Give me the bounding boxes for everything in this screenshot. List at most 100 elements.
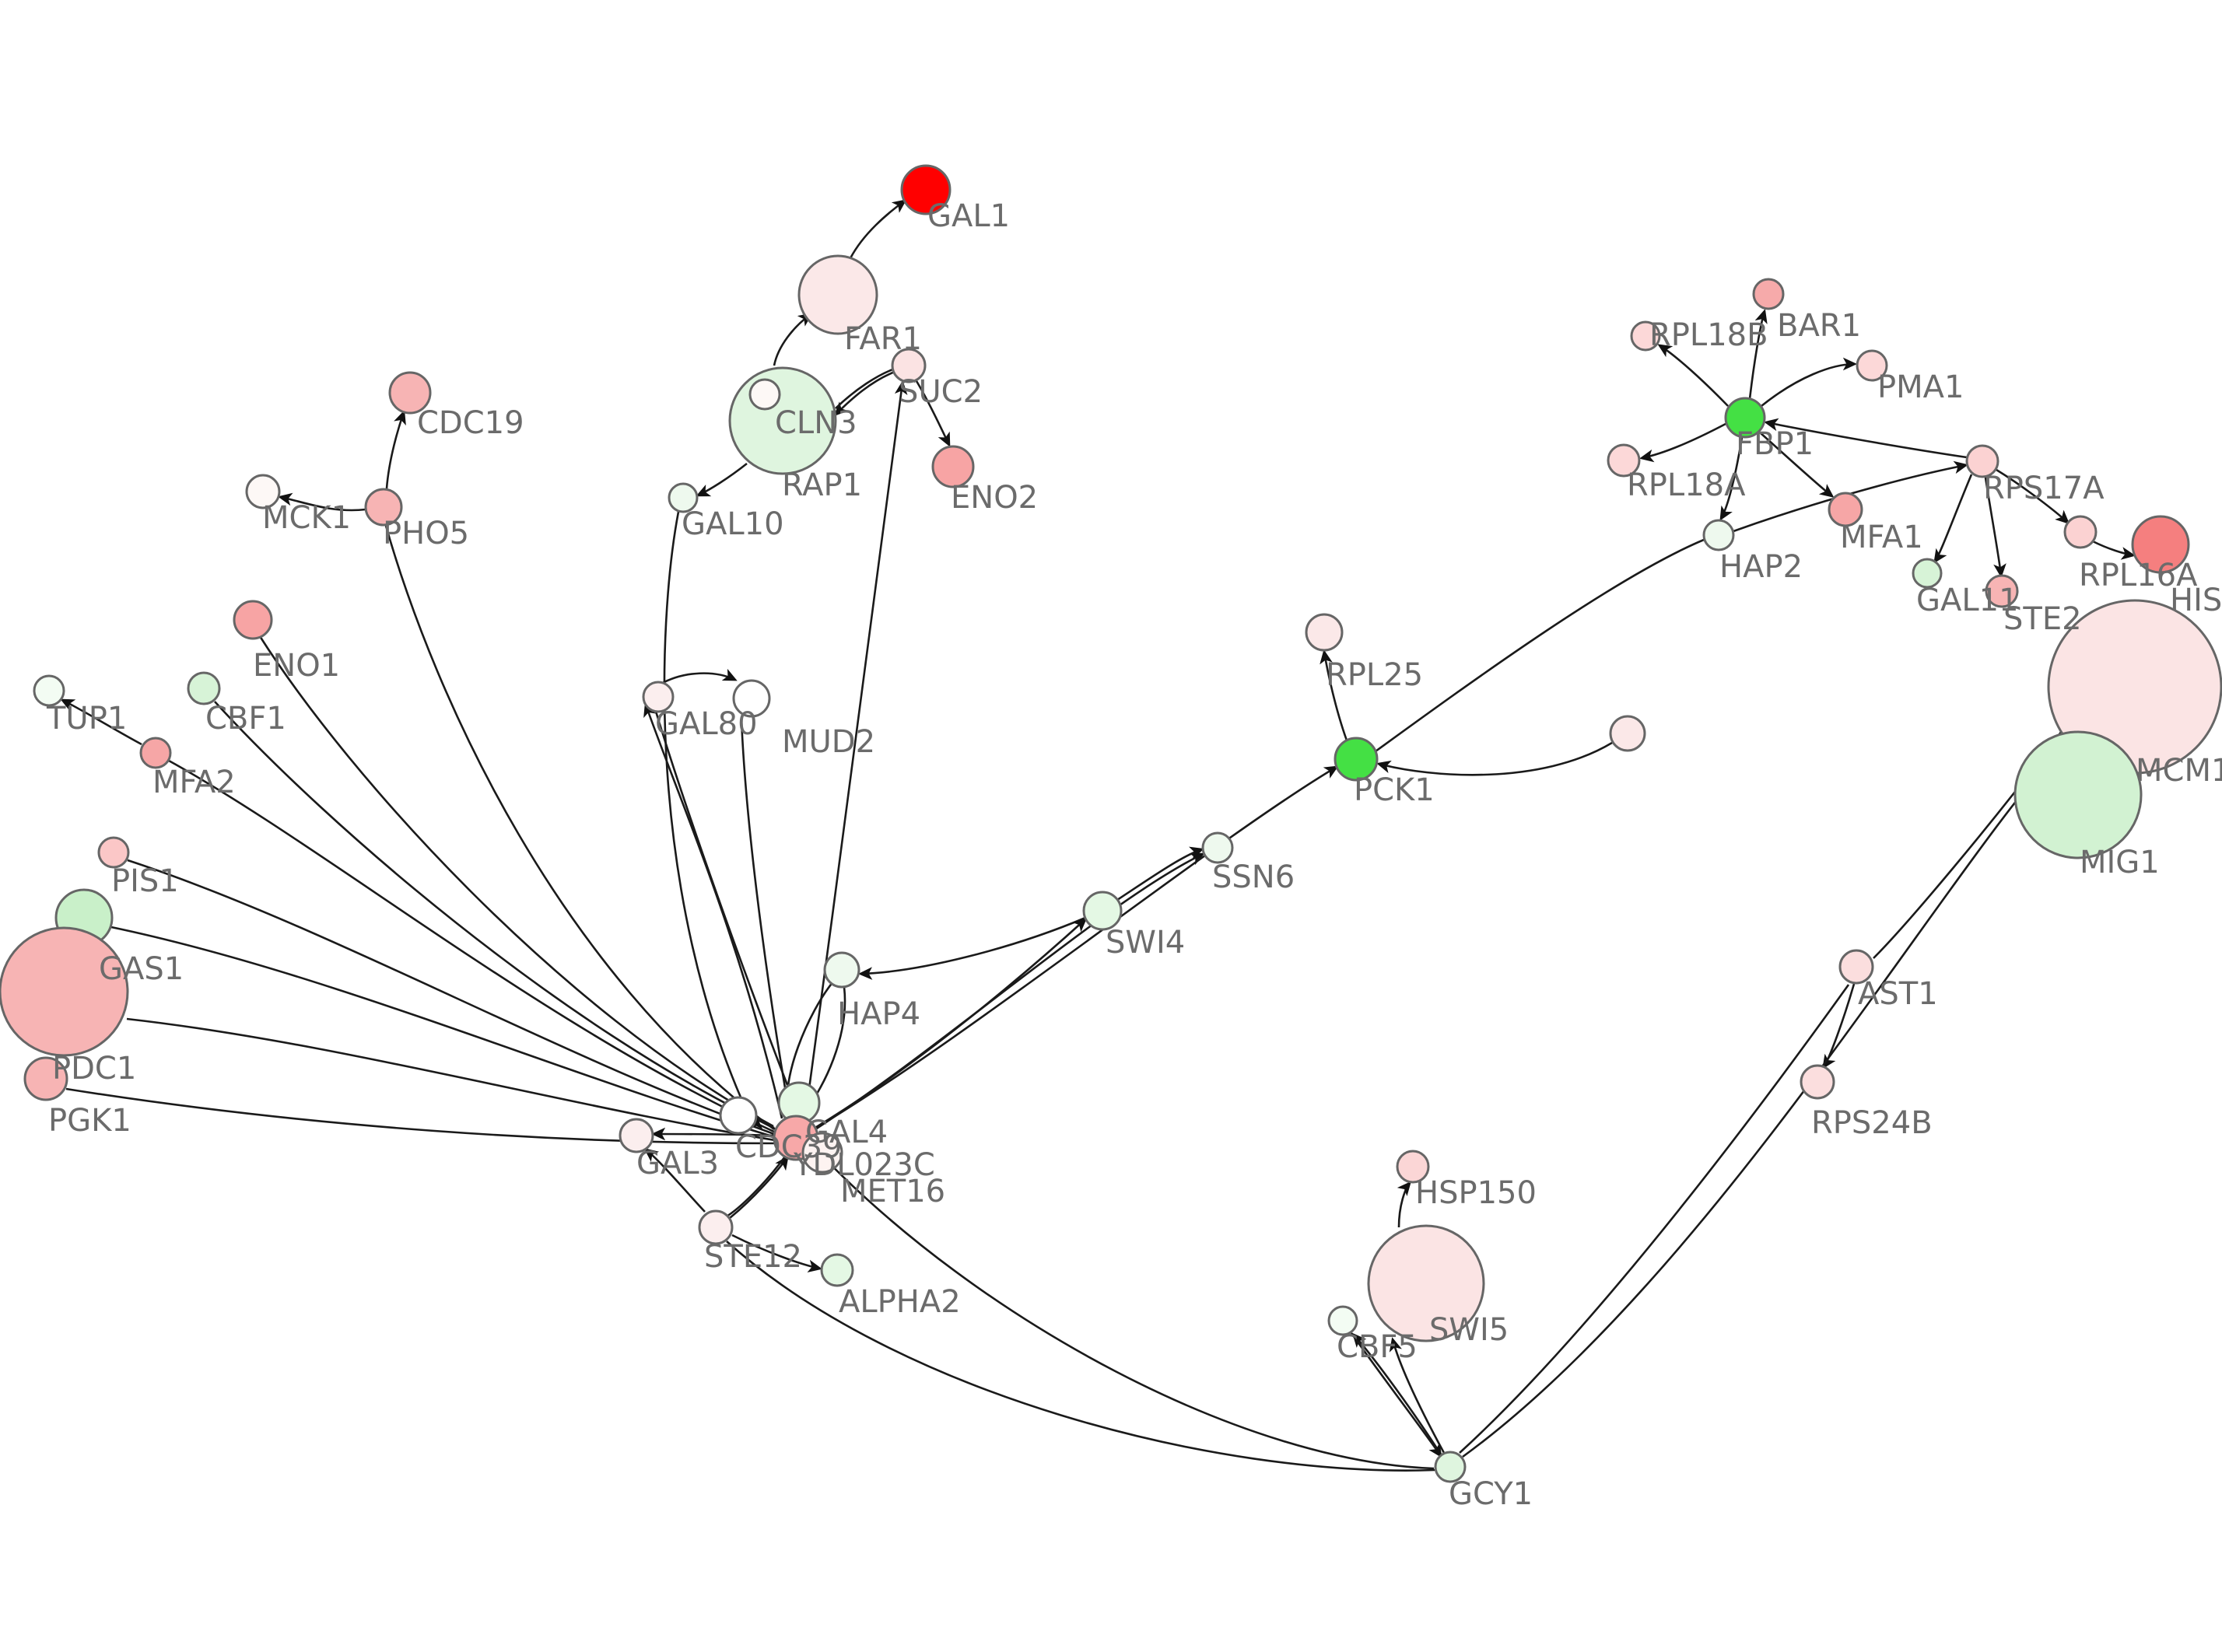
node-circle[interactable] xyxy=(719,1096,758,1135)
node-gal1[interactable] xyxy=(900,164,952,215)
node-alpha2[interactable] xyxy=(820,1253,854,1287)
node-his4[interactable] xyxy=(2131,515,2190,574)
node-pck1[interactable] xyxy=(1334,737,1379,782)
node-mfa2[interactable] xyxy=(139,737,172,769)
node-circle[interactable] xyxy=(891,348,927,383)
node-pma1[interactable] xyxy=(1856,349,1888,382)
node-swi5[interactable] xyxy=(1367,1224,1485,1342)
node-gal10[interactable] xyxy=(668,482,699,513)
node-far1[interactable] xyxy=(797,254,878,335)
node-circle[interactable] xyxy=(642,681,675,713)
node-circle[interactable] xyxy=(1752,278,1785,310)
node-circle[interactable] xyxy=(245,474,281,509)
node-eno2[interactable] xyxy=(931,445,975,488)
node-hsp150[interactable] xyxy=(1396,1150,1430,1184)
node-circle[interactable] xyxy=(823,951,860,989)
node-rpl18a[interactable] xyxy=(1607,443,1641,478)
node-circle[interactable] xyxy=(1630,320,1661,352)
node-mig1[interactable] xyxy=(2013,730,2143,859)
node-circle[interactable] xyxy=(1434,1451,1467,1483)
node-circle[interactable] xyxy=(1702,519,1735,551)
node-circle[interactable] xyxy=(97,836,130,869)
node-rpl16a[interactable] xyxy=(2063,515,2098,549)
node-ste2[interactable] xyxy=(1985,574,2019,608)
node-rpl18b[interactable] xyxy=(1630,320,1661,352)
node-rpl25[interactable] xyxy=(1305,613,1344,652)
node-cbf1[interactable] xyxy=(187,671,221,705)
node-cdc19[interactable] xyxy=(388,371,432,415)
node-gcy1[interactable] xyxy=(1434,1451,1467,1483)
node-circle[interactable] xyxy=(139,737,172,769)
node-circle[interactable] xyxy=(364,488,403,527)
node-gal80[interactable] xyxy=(642,681,675,713)
node-circle[interactable] xyxy=(1082,891,1123,931)
node-circle[interactable] xyxy=(1828,492,1863,527)
node-circle[interactable] xyxy=(1912,558,1943,589)
node-ast1[interactable] xyxy=(1838,949,1874,985)
node-mck1[interactable] xyxy=(245,474,281,509)
node-circle[interactable] xyxy=(820,1253,854,1287)
node-circle[interactable] xyxy=(797,254,878,335)
node-circle[interactable] xyxy=(23,1056,68,1101)
node-circle[interactable] xyxy=(1396,1150,1430,1184)
node-circle[interactable] xyxy=(1800,1064,1835,1100)
node-bar1[interactable] xyxy=(1752,278,1785,310)
node-circle[interactable] xyxy=(1965,444,1999,478)
node-pho5[interactable] xyxy=(364,488,403,527)
node-fbp1[interactable] xyxy=(1724,397,1766,439)
node-mud2[interactable] xyxy=(732,679,771,718)
node-circle[interactable] xyxy=(2013,730,2143,859)
node-swi4[interactable] xyxy=(1082,891,1123,931)
node-gal3[interactable] xyxy=(619,1118,654,1153)
node-hap2[interactable] xyxy=(1702,519,1735,551)
node-circle[interactable] xyxy=(1201,831,1234,864)
node-circle[interactable] xyxy=(1838,949,1874,985)
node-circle[interactable] xyxy=(931,445,975,488)
node-circle[interactable] xyxy=(900,164,952,215)
node-mfa1[interactable] xyxy=(1828,492,1863,527)
node-circle[interactable] xyxy=(1856,349,1888,382)
node-circle[interactable] xyxy=(732,679,771,718)
node-circle[interactable] xyxy=(1985,574,2019,608)
node-circle[interactable] xyxy=(1334,737,1379,782)
node-circle[interactable] xyxy=(1367,1224,1485,1342)
node-label-cbf1: CBF1 xyxy=(205,701,286,737)
node-rps24b[interactable] xyxy=(1800,1064,1835,1100)
node-circle[interactable] xyxy=(388,371,432,415)
node-circle[interactable] xyxy=(1609,715,1646,752)
node-circle[interactable] xyxy=(748,378,781,411)
node-rps17a[interactable] xyxy=(1965,444,1999,478)
node-circle[interactable] xyxy=(2131,515,2190,574)
node-circle[interactable] xyxy=(1305,613,1344,652)
node-cln3i[interactable] xyxy=(748,378,781,411)
node-circle[interactable] xyxy=(33,674,65,707)
node-srb8[interactable] xyxy=(1609,715,1646,752)
node-circle[interactable] xyxy=(1327,1305,1358,1336)
node-cdc39[interactable] xyxy=(719,1096,758,1135)
node-circle[interactable] xyxy=(698,1209,734,1245)
node-circle[interactable] xyxy=(233,600,273,640)
node-gal11[interactable] xyxy=(1912,558,1943,589)
node-circle[interactable] xyxy=(187,671,221,705)
node-circle[interactable] xyxy=(619,1118,654,1153)
node-ste12[interactable] xyxy=(698,1209,734,1245)
node-circle[interactable] xyxy=(668,482,699,513)
node-circle[interactable] xyxy=(1724,397,1766,439)
node-pis1[interactable] xyxy=(97,836,130,869)
node-circle[interactable] xyxy=(1607,443,1641,478)
node-ssn6[interactable] xyxy=(1201,831,1234,864)
node-circle[interactable] xyxy=(801,1132,843,1174)
node-pgk1[interactable] xyxy=(23,1056,68,1101)
node-cbf5[interactable] xyxy=(1327,1305,1358,1336)
node-tup1[interactable] xyxy=(33,674,65,707)
node-hap4[interactable] xyxy=(823,951,860,989)
node-circle[interactable] xyxy=(2063,515,2098,549)
edge-rps17a-to-gal11 xyxy=(1933,474,1973,564)
node-suc2[interactable] xyxy=(891,348,927,383)
node-ydl023c[interactable] xyxy=(801,1132,843,1174)
node-eno1[interactable] xyxy=(233,600,273,640)
node-layer xyxy=(0,164,2222,1483)
node-circle[interactable] xyxy=(0,926,129,1057)
node-pdc1[interactable] xyxy=(0,926,129,1057)
